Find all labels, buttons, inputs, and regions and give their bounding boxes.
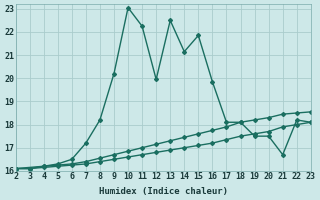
X-axis label: Humidex (Indice chaleur): Humidex (Indice chaleur) [99, 187, 228, 196]
